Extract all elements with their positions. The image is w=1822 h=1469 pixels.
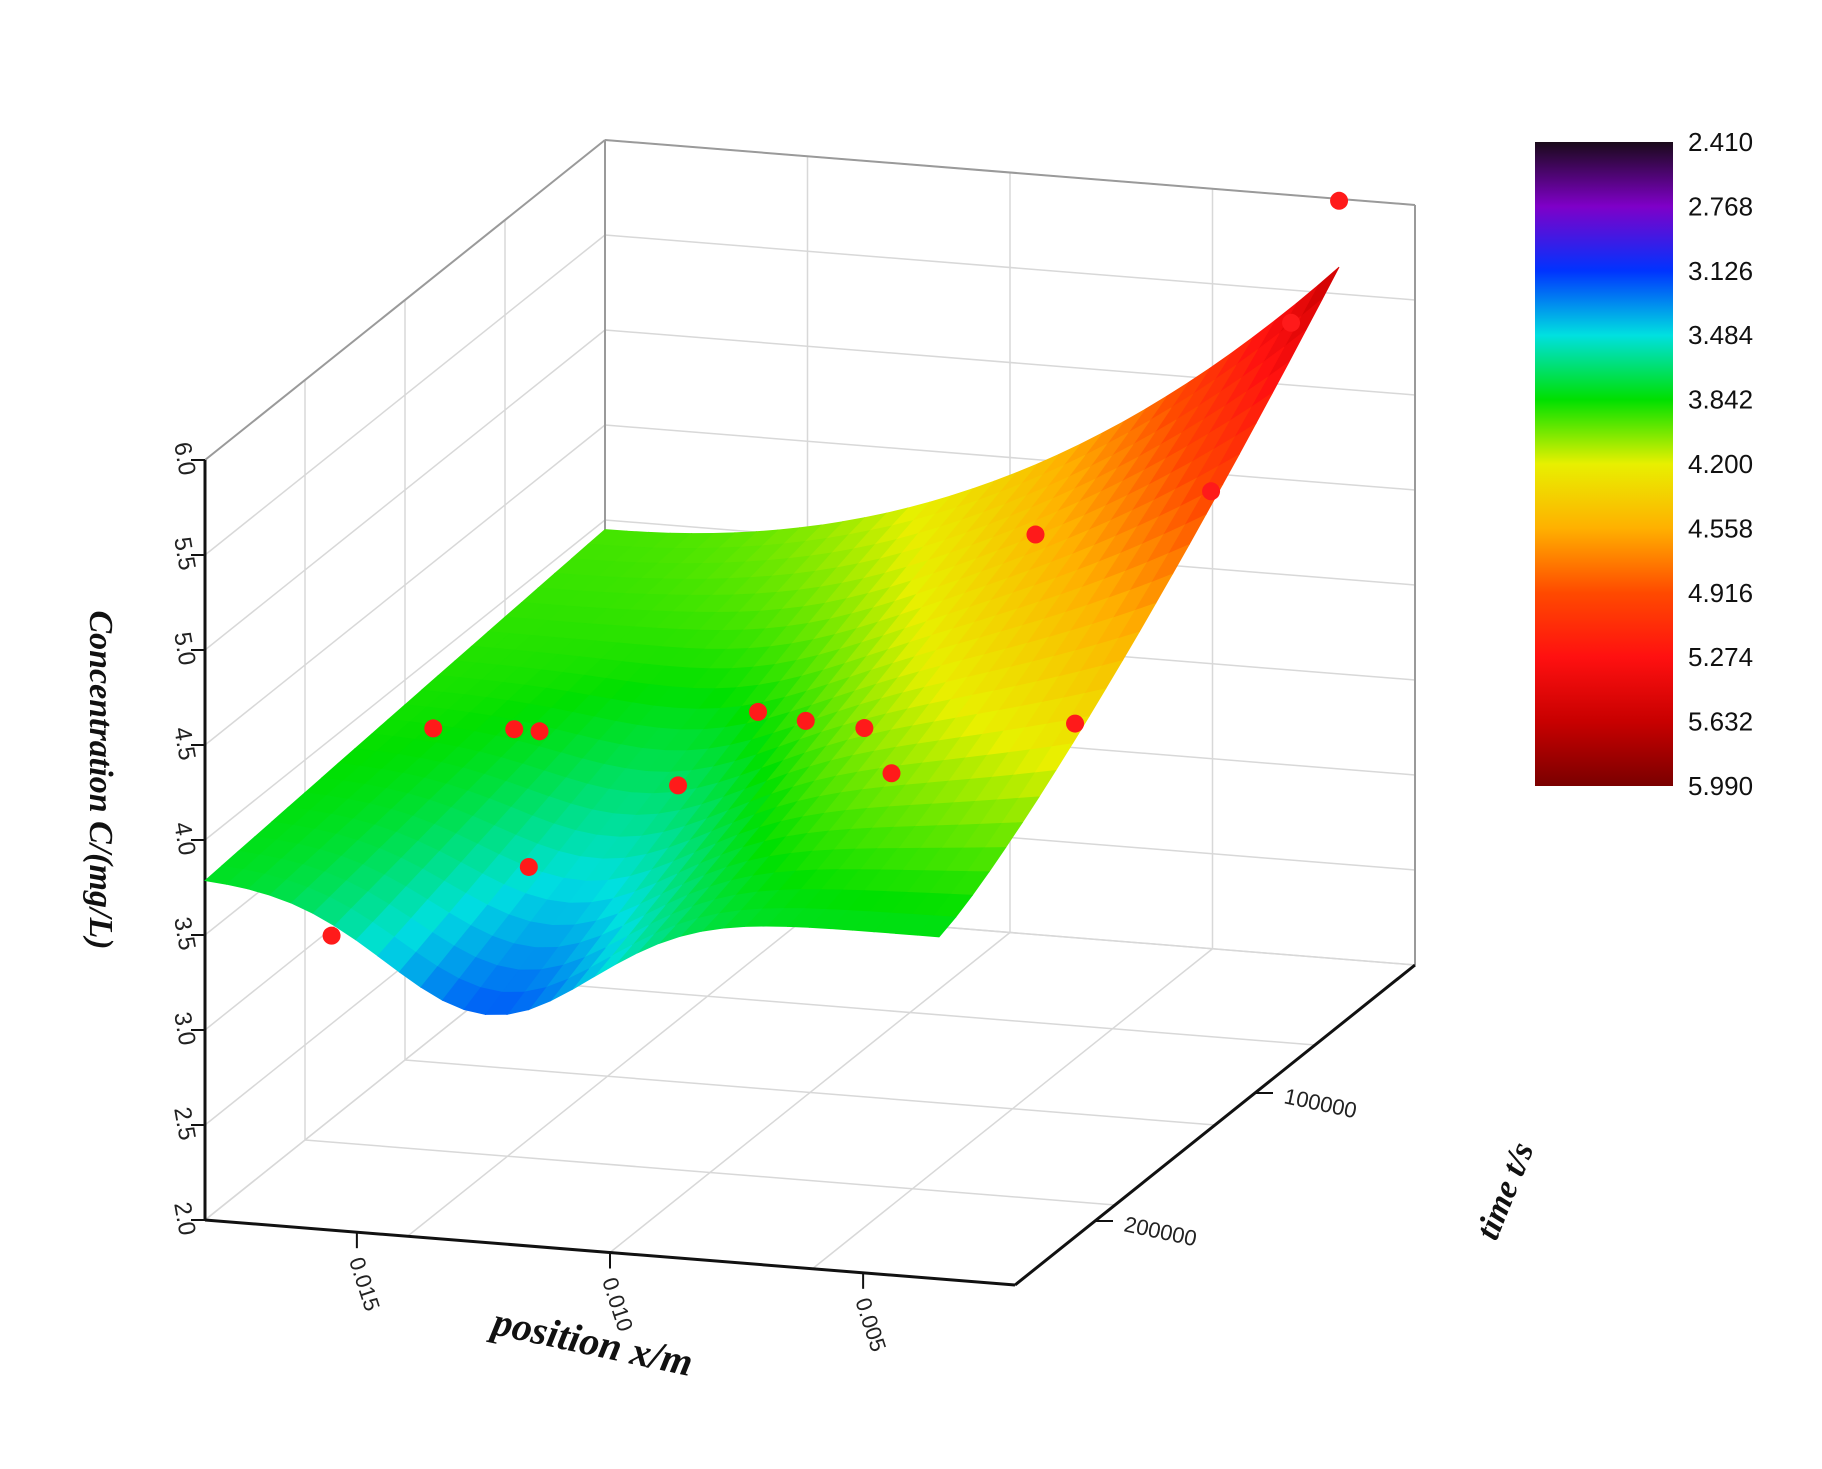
axis-line [1014, 963, 1416, 1287]
z-axis-title: Concentration C/(mg/L) [82, 610, 119, 949]
z-tick-label: 3.0 [168, 1010, 200, 1048]
scatter-point [424, 719, 443, 738]
z-tick-label: 6.0 [168, 440, 200, 478]
colorbar-tick-label: 2.768 [1688, 191, 1753, 221]
z-tick-label: 5.0 [168, 630, 200, 668]
colorbar: 2.410 2.768 3.126 3.484 3.842 4.200 4.558 4.916… [1535, 127, 1753, 801]
z-tick-label: 3.5 [168, 915, 200, 953]
scatter-point [1066, 714, 1085, 733]
colorbar-tick-label: 3.484 [1688, 320, 1753, 350]
scatter-point [1026, 525, 1045, 544]
scatter-point [855, 719, 874, 738]
scatter-point [1282, 313, 1301, 332]
colorbar-tick-label: 4.558 [1688, 513, 1753, 543]
scatter-point [519, 857, 538, 876]
scatter-point [322, 926, 341, 945]
colorbar-tick-label: 3.126 [1688, 256, 1753, 286]
scatter-point [1202, 482, 1221, 501]
frame-edge [604, 139, 1416, 206]
scatter-points [322, 191, 1349, 945]
z-tick-label: 5.5 [168, 535, 200, 573]
surface [204, 266, 1340, 1016]
colorbar-gradient [1535, 142, 1673, 786]
y-axis-title: time t/s [1469, 1137, 1541, 1245]
grid-line [504, 979, 1316, 1046]
z-tick-label: 2.5 [168, 1105, 200, 1143]
x-tick-label: 0.005 [850, 1295, 891, 1355]
scatter-point [1330, 191, 1349, 210]
surface-facet [484, 991, 525, 1015]
colorbar-tick-label: 3.842 [1688, 385, 1753, 415]
colorbar-tick-label: 5.632 [1688, 707, 1753, 737]
colorbar-tick-label: 5.990 [1688, 771, 1753, 801]
scatter-point [882, 764, 901, 783]
grid-line [304, 1139, 1116, 1206]
y-tick-label: 100000 [1282, 1083, 1359, 1123]
colorbar-tick-label: 4.200 [1688, 449, 1753, 479]
colorbar-tick-label: 5.274 [1688, 642, 1753, 672]
grid-line [404, 1059, 1216, 1126]
frame-edge [204, 139, 606, 461]
colorbar-tick-label: 4.916 [1688, 578, 1753, 608]
z-tick-label: 4.0 [168, 820, 200, 858]
y-tick-label: 200000 [1122, 1211, 1199, 1251]
scatter-point [796, 711, 815, 730]
colorbar-tick-label: 2.410 [1688, 127, 1753, 157]
z-tick-label: 4.5 [168, 725, 200, 763]
x-axis-title: position x/m [486, 1298, 697, 1385]
scatter-point [749, 702, 768, 721]
colorbar-labels: 2.410 2.768 3.126 3.484 3.842 4.200 4.558 4.916… [1688, 127, 1753, 801]
surface-facet [916, 915, 957, 938]
z-tick-label: 2.0 [168, 1200, 200, 1238]
scatter-point [530, 722, 549, 741]
scatter-point [669, 776, 688, 795]
x-tick-label: 0.015 [344, 1254, 385, 1314]
scatter-point [505, 720, 524, 739]
